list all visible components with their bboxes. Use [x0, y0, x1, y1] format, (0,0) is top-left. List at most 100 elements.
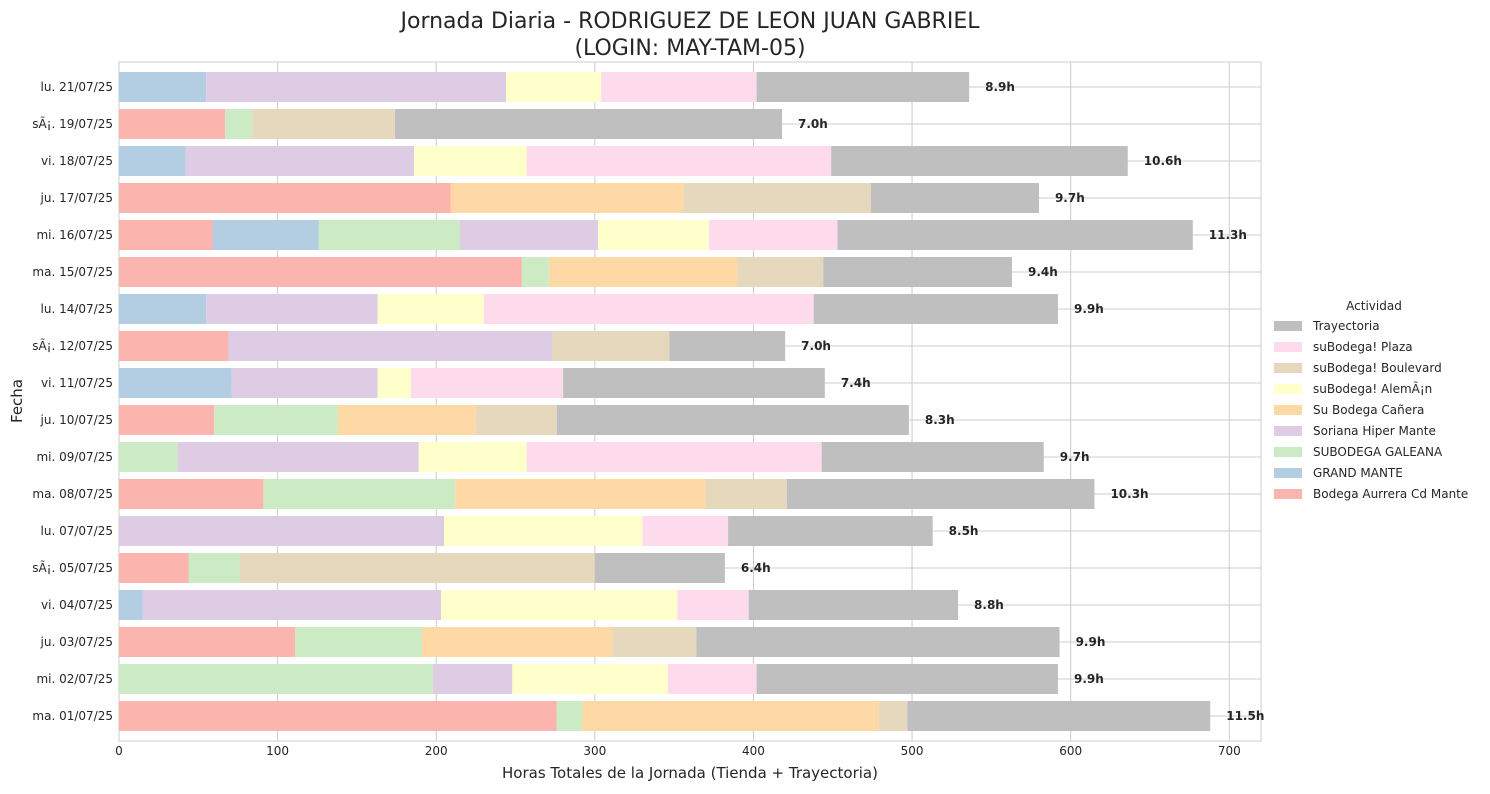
bar-segment [263, 479, 456, 509]
legend-swatch [1274, 321, 1302, 331]
y-tick-label: lu. 14/07/25 [41, 302, 113, 316]
legend-swatch [1274, 426, 1302, 436]
bar-total-label: 9.4h [1028, 265, 1058, 279]
y-tick-label: mi. 16/07/25 [36, 228, 113, 242]
legend-entry-label: GRAND MANTE [1313, 466, 1403, 480]
legend-title: Actividad [1346, 299, 1402, 313]
legend-swatch [1274, 489, 1302, 499]
bar-segment [756, 72, 970, 102]
legend-entry-label: SUBODEGA GALEANA [1313, 445, 1443, 459]
bar-total-label: 7.0h [801, 339, 831, 353]
bar-segment [119, 331, 229, 361]
y-tick-label: sÃ¡. 19/07/25 [32, 116, 113, 131]
bar-segment [214, 405, 338, 435]
y-tick-label: ju. 17/07/25 [40, 191, 113, 205]
legend-swatch [1274, 342, 1302, 352]
bar-segment [582, 701, 879, 731]
bar-segment [119, 590, 143, 620]
y-tick-labels: lu. 21/07/25 sÃ¡. 19/07/25 vi. 18/07/25 ju.… [32, 80, 113, 723]
bar-segment [418, 442, 527, 472]
bar-segment [642, 516, 729, 546]
bar-segment [119, 553, 189, 583]
legend-swatch [1274, 447, 1302, 457]
bar-segment [450, 183, 684, 213]
y-tick-label: ma. 08/07/25 [32, 487, 113, 501]
bar-segment [786, 479, 1095, 509]
bar-segment [377, 294, 484, 324]
x-tick-label: 300 [583, 744, 606, 758]
bar-total-label: 9.9h [1074, 672, 1104, 686]
bar-segment [119, 516, 445, 546]
bar-total-label: 8.3h [925, 413, 955, 427]
bar-segment [526, 146, 832, 176]
x-tick-labels: 0 100 200 300 400 500 600 700 [115, 744, 1241, 758]
bar-segment [252, 109, 395, 139]
bar-total-label: 11.5h [1226, 709, 1264, 723]
bar-segment [837, 220, 1193, 250]
y-tick-label: ju. 10/07/25 [40, 413, 113, 427]
bar-segment [728, 516, 933, 546]
legend-swatch [1274, 405, 1302, 415]
bar-segment [748, 590, 959, 620]
bar-total-label: 8.9h [985, 80, 1015, 94]
y-tick-label: vi. 18/07/25 [41, 154, 113, 168]
bar-segment [556, 405, 909, 435]
bar-segment [667, 664, 757, 694]
legend-entry-label: suBodega! Boulevard [1313, 361, 1442, 375]
y-axis-label: Fecha [8, 379, 26, 423]
bar-segment [563, 368, 825, 398]
legend-entry-label: suBodega! Plaza [1313, 340, 1413, 354]
legend-swatch [1274, 384, 1302, 394]
bar-segment [907, 701, 1211, 731]
bar-segment [506, 72, 602, 102]
bar-segment [821, 442, 1044, 472]
y-tick-label: sÃ¡. 05/07/25 [32, 560, 113, 575]
bar-total-label: 8.8h [974, 598, 1004, 612]
bar-segment [119, 220, 213, 250]
bar-segment [119, 701, 557, 731]
legend-entry-label: suBodega! AlemÃ¡n [1313, 381, 1432, 396]
x-axis-label: Horas Totales de la Jornada (Tienda + Tr… [502, 764, 878, 782]
bar-segment [444, 516, 643, 546]
bar-segment [212, 220, 319, 250]
bar-total-label: 7.0h [798, 117, 828, 131]
bar-segment [421, 627, 613, 657]
bar-segment [601, 72, 757, 102]
x-tick-label: 200 [425, 744, 448, 758]
bar-segment [460, 220, 599, 250]
bar-segment [231, 368, 378, 398]
bar-segment [831, 146, 1128, 176]
bar-segment [696, 627, 1060, 657]
x-tick-label: 700 [1218, 744, 1241, 758]
y-tick-label: lu. 21/07/25 [41, 80, 113, 94]
bar-segment [119, 257, 522, 287]
bar-total-labels: 8.9h 7.0h 10.6h 9.7h 11.3h 9.4h 9.9h 7.0h 7.4h 8.… [741, 80, 1265, 723]
legend-entry-label: Soriana Hiper Mante [1313, 424, 1436, 438]
y-tick-label: sÃ¡. 12/07/25 [32, 338, 113, 353]
bar-segment [119, 442, 178, 472]
bar-segment [455, 479, 706, 509]
bar-total-label: 10.3h [1110, 487, 1148, 501]
legend-entry-label: Bodega Aurrera Cd Mante [1313, 487, 1468, 501]
bar-segment [414, 146, 527, 176]
bar-segment [295, 627, 422, 657]
y-tick-label: ma. 15/07/25 [32, 265, 113, 279]
bar-segment [552, 331, 670, 361]
chart-title-line-2: (LOGIN: MAY-TAM-05) [574, 36, 805, 61]
bar-segment [119, 294, 207, 324]
bar-segment [177, 442, 419, 472]
legend-swatch [1274, 468, 1302, 478]
chart-title-line-1: Jornada Diaria - RODRIGUEZ DE LEON JUAN … [399, 9, 981, 34]
bar-segment [206, 72, 507, 102]
bar-total-label: 8.5h [949, 524, 979, 538]
x-tick-label: 400 [742, 744, 765, 758]
bar-segment [119, 627, 296, 657]
legend-entry-label: Su Bodega Cañera [1313, 403, 1424, 417]
bar-total-label: 9.7h [1055, 191, 1085, 205]
bar-segment [142, 590, 441, 620]
bar-segment [556, 701, 583, 731]
bar-segment [612, 627, 697, 657]
bar-segment [377, 368, 411, 398]
